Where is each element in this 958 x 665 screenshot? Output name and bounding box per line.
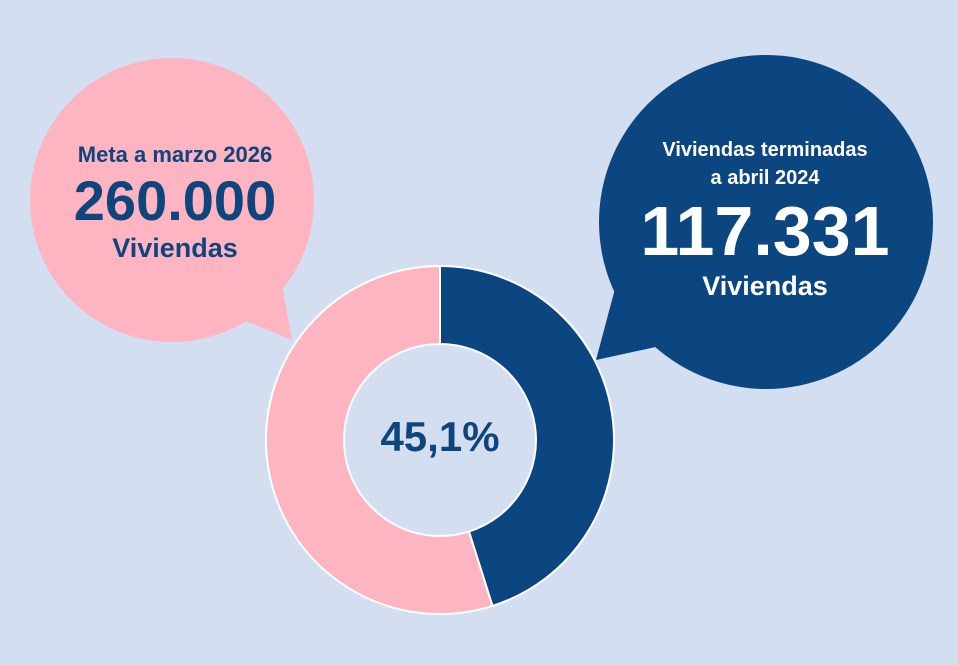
- goal-bubble: [30, 58, 314, 342]
- donut-center-label: 45,1%: [380, 413, 500, 460]
- goal-value: 260.000: [73, 169, 277, 232]
- goal-caption: Meta a marzo 2026: [77, 142, 273, 167]
- completed-value: 117.331: [640, 192, 890, 270]
- donut-slice-remaining: [265, 264, 494, 615]
- goal-bubble-text: Meta a marzo 2026 260.000 Viviendas: [40, 142, 310, 264]
- donut-chart: [265, 264, 615, 615]
- completed-bubble: [596, 55, 933, 389]
- goal-unit: Viviendas: [112, 233, 238, 263]
- completed-unit: Viviendas: [702, 271, 828, 301]
- completed-caption: Viviendas terminadas a abril 2024: [662, 139, 868, 189]
- completed-bubble-text: Viviendas terminadas a abril 2024 117.33…: [610, 136, 920, 302]
- donut-slice-completed: [439, 264, 615, 608]
